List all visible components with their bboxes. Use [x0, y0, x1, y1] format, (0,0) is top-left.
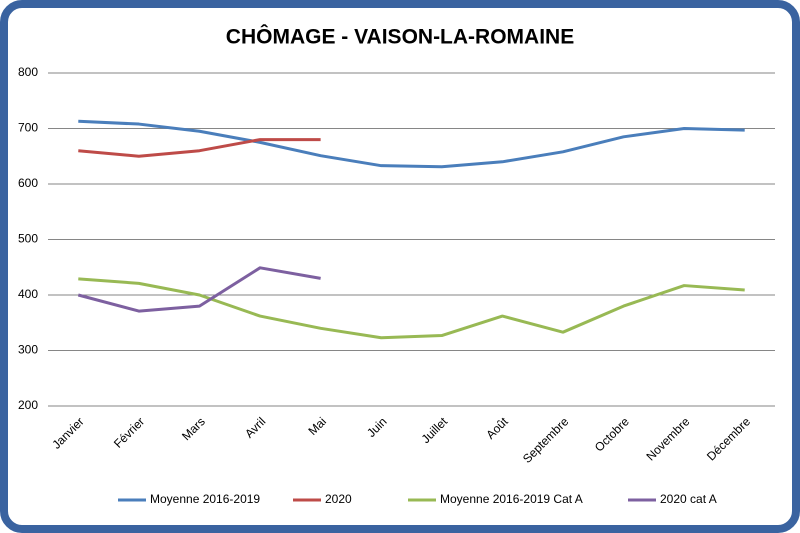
series-line [77, 266, 321, 313]
legend-label: 2020 [325, 492, 352, 506]
y-tick-label: 300 [18, 343, 38, 357]
y-tick-label: 800 [18, 65, 38, 79]
legend-label: 2020 cat A [660, 492, 717, 506]
series-line [78, 138, 321, 158]
legend-label: Moyenne 2016-2019 [150, 492, 260, 506]
y-tick-label: 500 [18, 232, 38, 246]
y-tick-label: 200 [18, 398, 38, 412]
series-line [78, 277, 745, 340]
y-tick-label: 400 [18, 287, 38, 301]
y-tick-label: 700 [18, 121, 38, 135]
series-line [78, 119, 745, 169]
legend-label: Moyenne 2016-2019 Cat A [440, 492, 583, 506]
y-tick-label: 600 [18, 176, 38, 190]
chart-title: CHÔMAGE - VAISON-LA-ROMAINE [226, 25, 574, 49]
